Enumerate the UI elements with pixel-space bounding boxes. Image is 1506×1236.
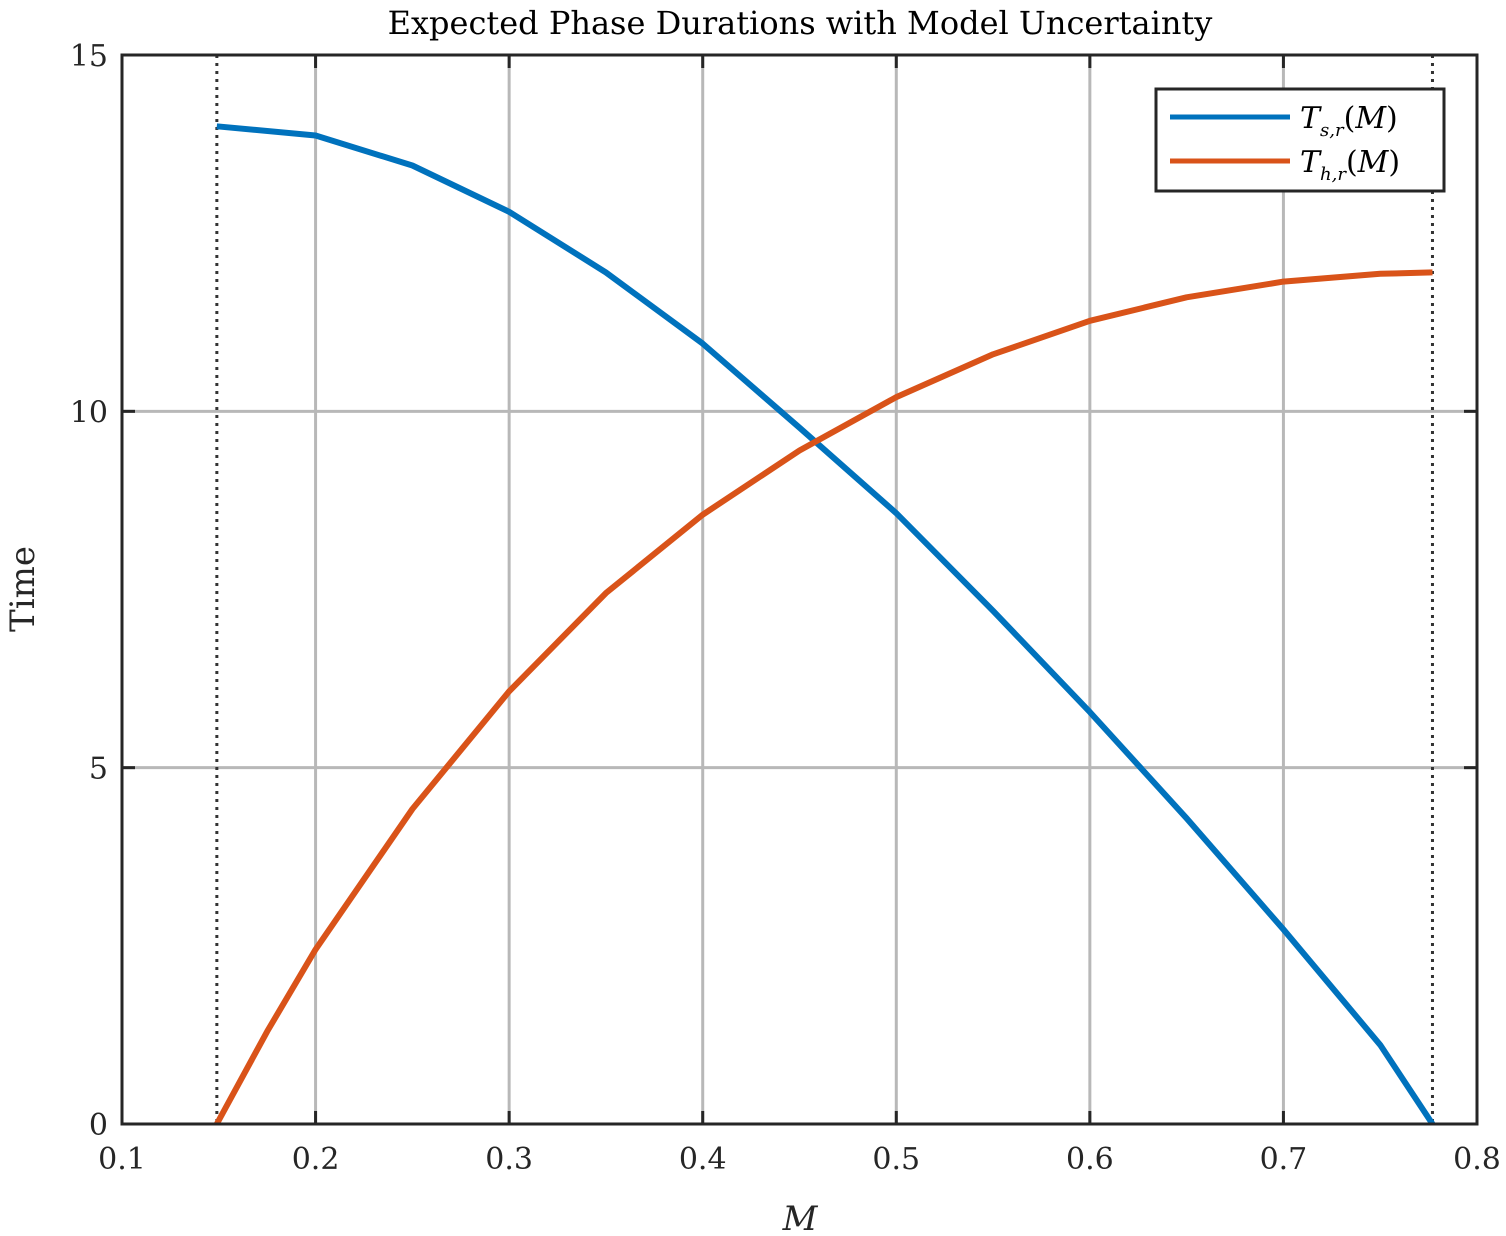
tick-marks	[120, 53, 1479, 1126]
x-tick-label: 0.5	[872, 1142, 920, 1177]
y-tick-label: 0	[89, 1108, 108, 1143]
y-tick-label: 15	[70, 39, 108, 74]
x-tick-labels: 0.1 0.2 0.3 0.4 0.5 0.6 0.7 0.8	[98, 1142, 1501, 1177]
plot-frame	[120, 53, 1479, 1126]
x-tick-label: 0.1	[98, 1142, 146, 1177]
series-line-ts	[216, 123, 1436, 1126]
series-layer	[214, 123, 1436, 1126]
y-tick-label: 10	[70, 395, 108, 430]
x-tick-label: 0.4	[679, 1142, 727, 1177]
y-tick-labels: 0 5 10 15	[70, 39, 108, 1143]
x-tick-label: 0.2	[292, 1142, 340, 1177]
x-tick-label: 0.3	[485, 1142, 533, 1177]
x-tick-label: 0.6	[1066, 1142, 1114, 1177]
legend-label-th: Th,r(M)	[1300, 145, 1400, 185]
x-tick-label: 0.8	[1453, 1142, 1501, 1177]
series-line-th	[214, 269, 1433, 1126]
legend-label-ts: Ts,r(M)	[1300, 101, 1398, 141]
x-axis-label: M	[782, 1199, 819, 1236]
chart-title: Expected Phase Durations with Model Unce…	[388, 4, 1213, 42]
legend-box	[1154, 87, 1446, 193]
x-tick-label: 0.7	[1260, 1142, 1308, 1177]
vertical-markers	[215, 55, 1434, 1124]
legend: Ts,r(M) Th,r(M)	[1154, 87, 1446, 193]
y-tick-label: 5	[89, 752, 108, 787]
y-axis-label: Time	[3, 546, 43, 632]
